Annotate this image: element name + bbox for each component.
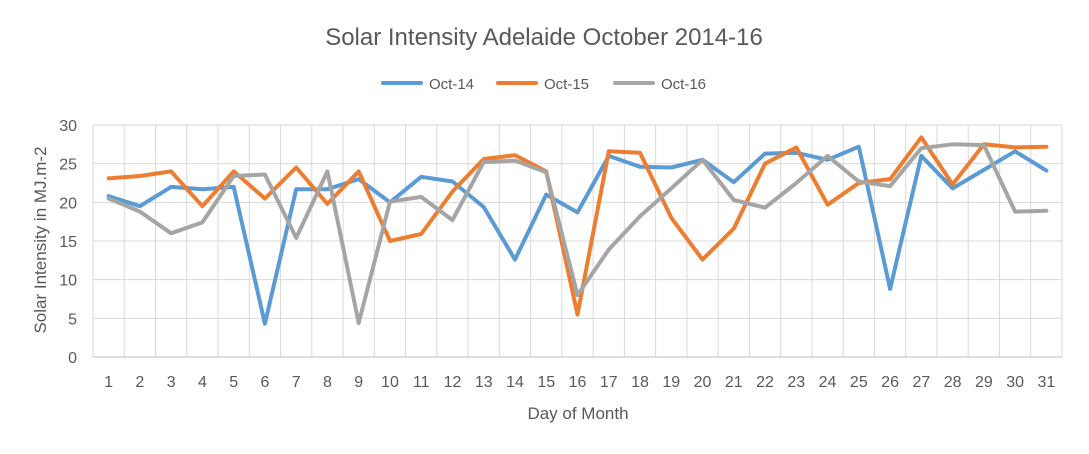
- x-tick-label: 8: [323, 374, 332, 391]
- chart-legend: Oct-14 Oct-15 Oct-16: [381, 76, 706, 93]
- legend-label: Oct-16: [661, 76, 706, 93]
- y-tick-label: 25: [59, 157, 77, 174]
- legend-label: Oct-15: [544, 76, 589, 93]
- x-tick-label: 1: [104, 374, 113, 391]
- x-tick-label: 11: [413, 374, 430, 391]
- x-tick-label: 14: [506, 374, 524, 391]
- x-tick-label: 27: [912, 374, 930, 391]
- x-tick-label: 31: [1037, 374, 1055, 391]
- x-tick-label: 13: [475, 374, 493, 391]
- x-tick-label: 10: [381, 374, 399, 391]
- x-tick-label: 17: [600, 374, 618, 391]
- x-tick-label: 15: [537, 374, 555, 391]
- x-tick-label: 18: [631, 374, 649, 391]
- x-tick-label: 3: [167, 374, 176, 391]
- y-axis-title: Solar Intensity in MJ.m-2: [31, 146, 50, 333]
- x-tick-label: 4: [198, 374, 207, 391]
- x-tick-label: 5: [229, 374, 238, 391]
- series-line-oct-16: [106, 142, 1049, 325]
- x-tick-label: 22: [756, 374, 774, 391]
- x-tick-label: 20: [694, 374, 712, 391]
- x-tick-label: 9: [354, 374, 363, 391]
- y-tick-label: 15: [59, 234, 77, 251]
- series-line-oct-14: [106, 144, 1049, 326]
- x-tick-label: 29: [975, 374, 993, 391]
- x-tick-label: 25: [850, 374, 868, 391]
- x-axis-title: Day of Month: [527, 404, 628, 423]
- series-line-oct-15: [106, 135, 1049, 317]
- x-tick-label: 7: [292, 374, 301, 391]
- x-tick-label: 26: [881, 374, 899, 391]
- y-tick-label: 0: [68, 350, 77, 367]
- x-tick-label: 6: [260, 374, 269, 391]
- x-tick-label: 24: [819, 374, 837, 391]
- x-tick-label: 30: [1006, 374, 1024, 391]
- x-tick-label: 16: [569, 374, 587, 391]
- series-lines: [106, 135, 1049, 326]
- x-tick-label: 2: [135, 374, 144, 391]
- chart-title: Solar Intensity Adelaide October 2014-16: [325, 24, 763, 51]
- y-tick-label: 20: [59, 195, 77, 212]
- y-tick-label: 10: [59, 273, 77, 290]
- x-tick-label: 28: [944, 374, 962, 391]
- y-tick-label: 5: [68, 311, 77, 328]
- x-tick-label: 23: [787, 374, 805, 391]
- x-tick-label: 19: [662, 374, 680, 391]
- y-tick-label: 30: [59, 118, 77, 135]
- legend-label: Oct-14: [429, 76, 474, 93]
- x-tick-label: 12: [444, 374, 462, 391]
- x-tick-label: 21: [725, 374, 743, 391]
